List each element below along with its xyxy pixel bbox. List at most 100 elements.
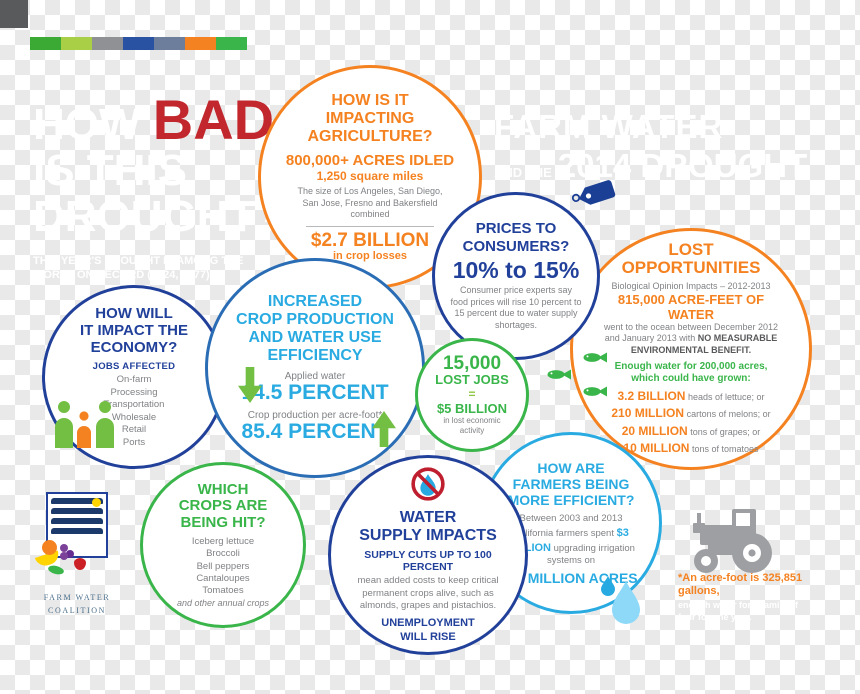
item-label: tons of grapes; or [690,426,761,437]
list-item: Bell peppers [196,560,250,572]
bubble-water-supply-title: WATER SUPPLY IMPACTS [359,509,497,544]
strawberry-icon [74,558,86,570]
bubble-economy: HOW WILL IT IMPACT THE ECONOMY? JOBS AFF… [42,285,226,469]
right-title: FARM WATER AND THE 2014 DROUGHT [494,110,807,182]
text-line: CROP PRODUCTION [236,311,394,329]
enough-water-lead: Enough water for 200,000 acres, which co… [614,360,768,384]
colorbar-segment [154,37,185,50]
text-line: OPPORTUNITIES [621,258,761,278]
list-item: Ports [122,436,146,448]
supply-cuts-stat: SUPPLY CUTS UP TO 100 PERCENT [364,549,492,574]
list-item: Tomatoes [202,585,244,597]
list-item: 3.2 BILLION heads of lettuce; or [611,388,770,405]
text-line: FARMERS BEING [512,475,630,492]
text-line: MORE EFFICIENT? [507,491,635,508]
text-line: HOW IS IT [331,91,409,109]
lost-opportunities-body: went to the ocean between December 2012 … [598,322,784,356]
bubble-crops-title: WHICH CROPS ARE BEING HIT? [178,480,268,532]
acre-foot-note-continuation: enough water for a family of four for on… [678,600,799,622]
square-miles-stat: 1,250 square miles [316,169,424,184]
body-text: went to the ocean between December 2012 … [603,322,779,344]
field-row [51,528,103,534]
crop-losses-stat: $2.7 BILLION [310,230,430,252]
text-line: IT IMPACT THE [79,321,189,339]
bubble-efficiency-title: INCREASED CROP PRODUCTION AND WATER USE … [236,293,394,365]
title-how: HOW [33,100,141,149]
text-line: ECONOMY? [90,339,178,357]
crop-production-value: 85.4 PERCENT [241,419,389,443]
colorbar-segment [61,37,92,50]
title-subtitle: THIS YEAR'S DROUGHT IS AMONG THE WORST O… [33,254,244,281]
grapes-icon [60,544,68,552]
applied-water-value: 14.5 PERCENT [241,380,389,404]
text-line: INCREASED [267,293,363,311]
list-item: Transportation [103,399,165,411]
right-title-year: 2014 DROUGHT [557,147,808,184]
tractor-icon [672,503,776,580]
list-item: 10 MILLION tons of tomatoes [611,440,770,457]
list-item: 20 MILLION tons of grapes; or [611,423,770,440]
item-label: tons of tomatoes [691,443,759,454]
text-line: FARM WATER [43,593,111,602]
bubble-water-supply: WATER SUPPLY IMPACTS SUPPLY CUTS UP TO 1… [328,455,528,655]
text-line: HOW WILL [95,304,173,322]
water-supply-body: mean added costs to keep critical perman… [357,575,499,612]
item-label: heads of lettuce; or [687,391,765,402]
text-line: CROPS ARE [178,497,268,515]
could-have-grown-list: 3.2 BILLION heads of lettuce; or 210 MIL… [611,388,770,458]
text-line: EFFICIENCY [267,346,363,364]
list-item: Cantaloupes [196,572,250,584]
list-item: Wholesale [111,411,157,423]
title-line-3: DROUGHT? [33,191,283,241]
coalition-logo [46,492,108,558]
bubble-economy-title: HOW WILL IT IMPACT THE ECONOMY? [80,305,188,357]
list-item: Retail [121,424,147,436]
text-line: COALITION [48,605,106,615]
list-item: Processing [110,386,158,398]
equals-sign: = [468,387,476,402]
field-row [51,508,103,514]
fish-icon [547,368,571,386]
text-line: HOW ARE [537,459,605,476]
title-bad: BAD [152,88,275,151]
no-water-icon [410,466,446,507]
item-label: cartons of melons; or [686,409,771,420]
colorbar-segment [216,37,247,50]
item-value: 3.2 BILLION [617,388,686,403]
acres-idled-stat: 800,000+ ACRES IDLED [285,152,455,170]
bubble-prices: PRICES TO CONSUMERS? 10% to 15% Consumer… [432,192,600,360]
prices-body: Consumer price experts say food prices w… [450,284,582,330]
text-line: PRICES TO [475,220,557,238]
grapes-icon [66,550,74,558]
jobs-affected-list: On-farm Processing Transportation Wholes… [104,374,165,449]
colorbar-segment [92,37,123,50]
text-line: UNEMPLOYMENT [381,617,475,630]
body-text: upgrading irrigation systems on [546,542,635,567]
fish-icon [583,385,607,403]
crop-losses-block: $2.7 BILLION in crop losses [306,226,434,262]
crops-footnote: and other annual crops [176,597,270,608]
item-value: 20 MILLION [621,423,688,438]
text-line: AGRICULTURE? [307,127,433,145]
title-line-1: HOW BAD [33,92,282,148]
bubble-agriculture: HOW IS IT IMPACTING AGRICULTURE? 800,000… [258,65,482,289]
text-line: LOST [668,239,714,259]
orange-icon [42,540,57,555]
brand-colorbar [30,37,247,50]
grapes-icon [60,552,68,560]
text-line: WHICH [197,480,249,498]
bubble-lost-opportunities-title: LOST OPPORTUNITIES [621,239,761,278]
fish-icon [583,351,607,369]
applied-water-label: Applied water [284,370,346,382]
colorbar-segment [30,37,61,50]
list-item: Iceberg lettuce [191,535,255,547]
crops-list: Iceberg lettuce Broccoli Bell peppers Ca… [192,536,254,598]
bubble-efficiency: INCREASED CROP PRODUCTION AND WATER USE … [205,258,425,478]
coalition-logo-text: FARM WATER COALITION [30,592,124,618]
lost-economic-activity-label: in lost economic activity [443,416,501,436]
title-line-2: IS THIS [33,146,188,195]
colorbar-segment [123,37,154,50]
acre-feet-stat: 815,000 ACRE-FEET OF WATER [617,292,765,323]
right-title-line-2: AND THE 2014 DROUGHT [494,149,807,182]
